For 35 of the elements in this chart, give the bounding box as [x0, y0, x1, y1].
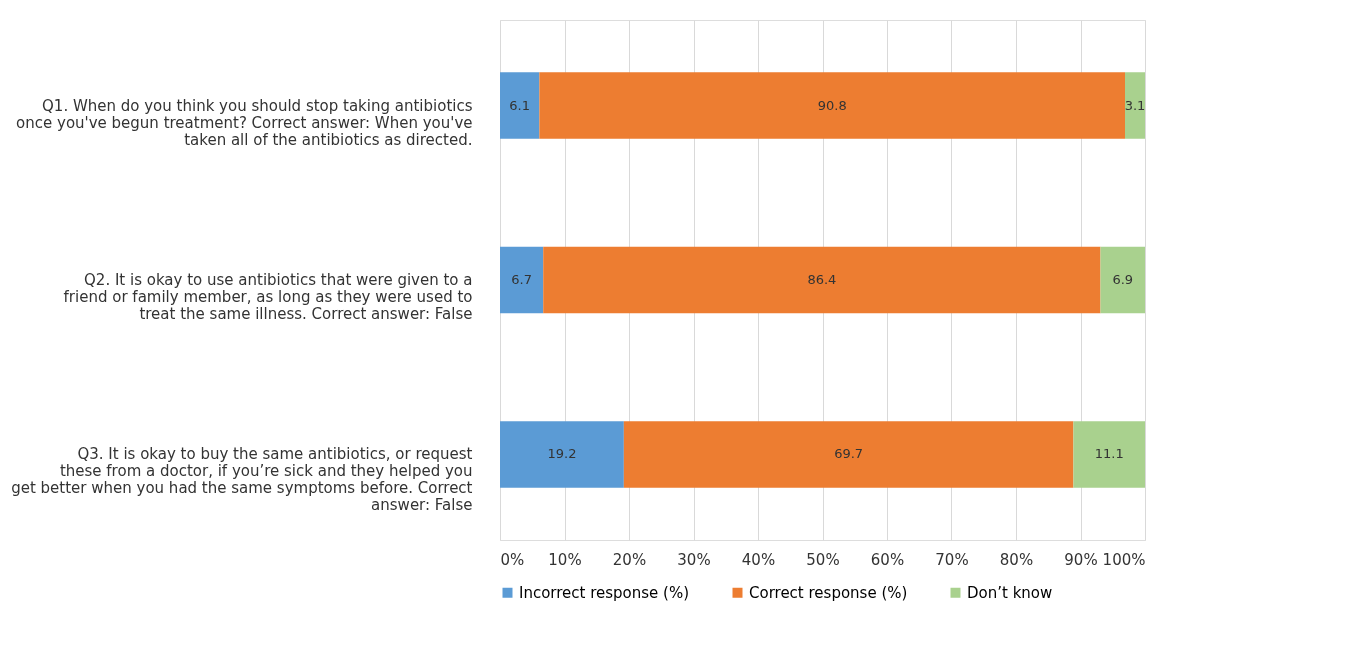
x-tick-label: 20%: [612, 550, 647, 569]
bar: [539, 72, 1125, 139]
data-label: 11.1: [1094, 446, 1124, 462]
bar: [623, 421, 1074, 488]
y-tick-label: Q3. It is okay to buy the same antibiotics, or request these from a doctor, if you’re sick and they helped you get better when you had the same symptoms before. Correct answer: False: [11, 445, 473, 515]
legend-label: Correct response (%): [749, 583, 908, 602]
legend-label: Incorrect response (%): [519, 583, 690, 602]
bar: [1073, 421, 1145, 488]
x-tick-label: 70%: [935, 550, 969, 569]
x-tick-label: 10%: [548, 550, 582, 569]
x-tick-label: 80%: [999, 550, 1034, 569]
data-label: 6.7: [511, 272, 532, 287]
bar: [1100, 246, 1145, 314]
bar: [500, 246, 544, 314]
x-tick-label: 30%: [677, 550, 711, 569]
legend-label: Don’t know: [967, 583, 1053, 602]
bar: [1125, 72, 1145, 139]
data-label: 3.1: [1124, 97, 1146, 113]
x-tick-label: 90%: [1064, 550, 1098, 569]
data-label: 19.2: [547, 446, 577, 462]
data-label: 86.4: [807, 272, 837, 287]
x-tick-label: 100%: [1102, 550, 1146, 569]
data-label: 69.7: [834, 446, 864, 462]
x-tick-label: 0%: [500, 550, 525, 569]
bar: [500, 421, 624, 488]
data-label: 6.1: [509, 97, 531, 113]
x-tick-label: 60%: [870, 550, 905, 569]
y-tick-label: Q1. When do you think you should stop taking antibiotics once you've begun treatment? Correct answer: When you've taken all of the antibiotics as directed.: [16, 96, 473, 149]
data-label: 6.9: [1112, 272, 1134, 287]
x-tick-label: 40%: [741, 550, 776, 569]
data-label: 90.8: [817, 97, 847, 113]
bar: [500, 72, 540, 139]
bar: [543, 246, 1101, 314]
x-tick-label: 50%: [806, 550, 840, 569]
y-tick-label: Q2. It is okay to use antibiotics that were given to a friend or family member, as long as they were used to treat the same illness. Correct answer: False: [63, 271, 473, 323]
